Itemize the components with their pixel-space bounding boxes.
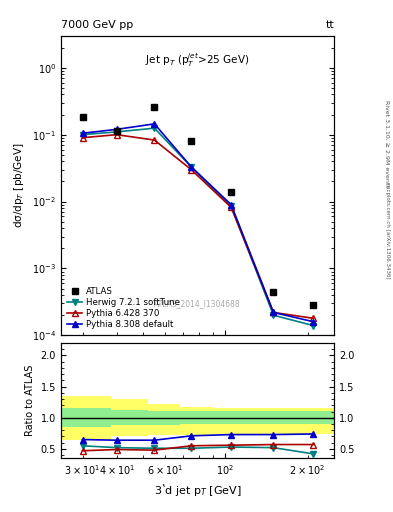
Pythia 6.428 370 [152,137,157,143]
Y-axis label: dσ/dp$_T$ [pb/GeV]: dσ/dp$_T$ [pb/GeV] [12,143,26,228]
Line: Pythia 8.308 default: Pythia 8.308 default [80,121,316,325]
Pythia 8.308 default [229,202,233,208]
Herwig 7.2.1 softTune [152,125,157,131]
Herwig 7.2.1 softTune [189,164,194,170]
Pythia 6.428 370 [80,135,85,141]
Text: ATLAS_2014_I1304688: ATLAS_2014_I1304688 [154,300,241,308]
Pythia 8.308 default [311,318,316,325]
Herwig 7.2.1 softTune [114,129,119,135]
Pythia 8.308 default [189,164,194,170]
Pythia 6.428 370 [271,309,276,315]
Herwig 7.2.1 softTune [229,203,233,209]
X-axis label: 3ʽd jet p$_T$ [GeV]: 3ʽd jet p$_T$ [GeV] [154,482,241,499]
Pythia 6.428 370 [189,166,194,173]
Legend: ATLAS, Herwig 7.2.1 softTune, Pythia 6.428 370, Pythia 8.308 default: ATLAS, Herwig 7.2.1 softTune, Pythia 6.4… [65,285,182,331]
Pythia 6.428 370 [311,315,316,322]
Herwig 7.2.1 softTune [271,312,276,318]
Text: 7000 GeV pp: 7000 GeV pp [61,20,133,30]
Y-axis label: Ratio to ATLAS: Ratio to ATLAS [25,365,35,436]
Pythia 8.308 default [271,309,276,315]
Pythia 6.428 370 [229,204,233,210]
Line: ATLAS: ATLAS [79,104,317,309]
Pythia 6.428 370 [114,132,119,138]
Text: mcplots.cern.ch [arXiv:1306.3436]: mcplots.cern.ch [arXiv:1306.3436] [385,183,389,278]
Text: Jet p$_T$ (p$_T^{jet}$>25 GeV): Jet p$_T$ (p$_T^{jet}$>25 GeV) [145,51,250,69]
ATLAS [152,104,157,111]
ATLAS [271,289,276,295]
Pythia 8.308 default [114,126,119,133]
Line: Herwig 7.2.1 softTune: Herwig 7.2.1 softTune [80,125,316,328]
Line: Pythia 6.428 370: Pythia 6.428 370 [80,132,316,321]
Herwig 7.2.1 softTune [311,323,316,329]
ATLAS [189,138,194,144]
ATLAS [229,189,233,195]
ATLAS [80,114,85,120]
ATLAS [114,127,119,134]
Pythia 8.308 default [152,121,157,127]
Pythia 8.308 default [80,130,85,136]
ATLAS [311,303,316,309]
Text: tt: tt [325,20,334,30]
Text: Rivet 3.1.10, ≥ 2.9M events: Rivet 3.1.10, ≥ 2.9M events [385,99,389,187]
Herwig 7.2.1 softTune [80,132,85,138]
